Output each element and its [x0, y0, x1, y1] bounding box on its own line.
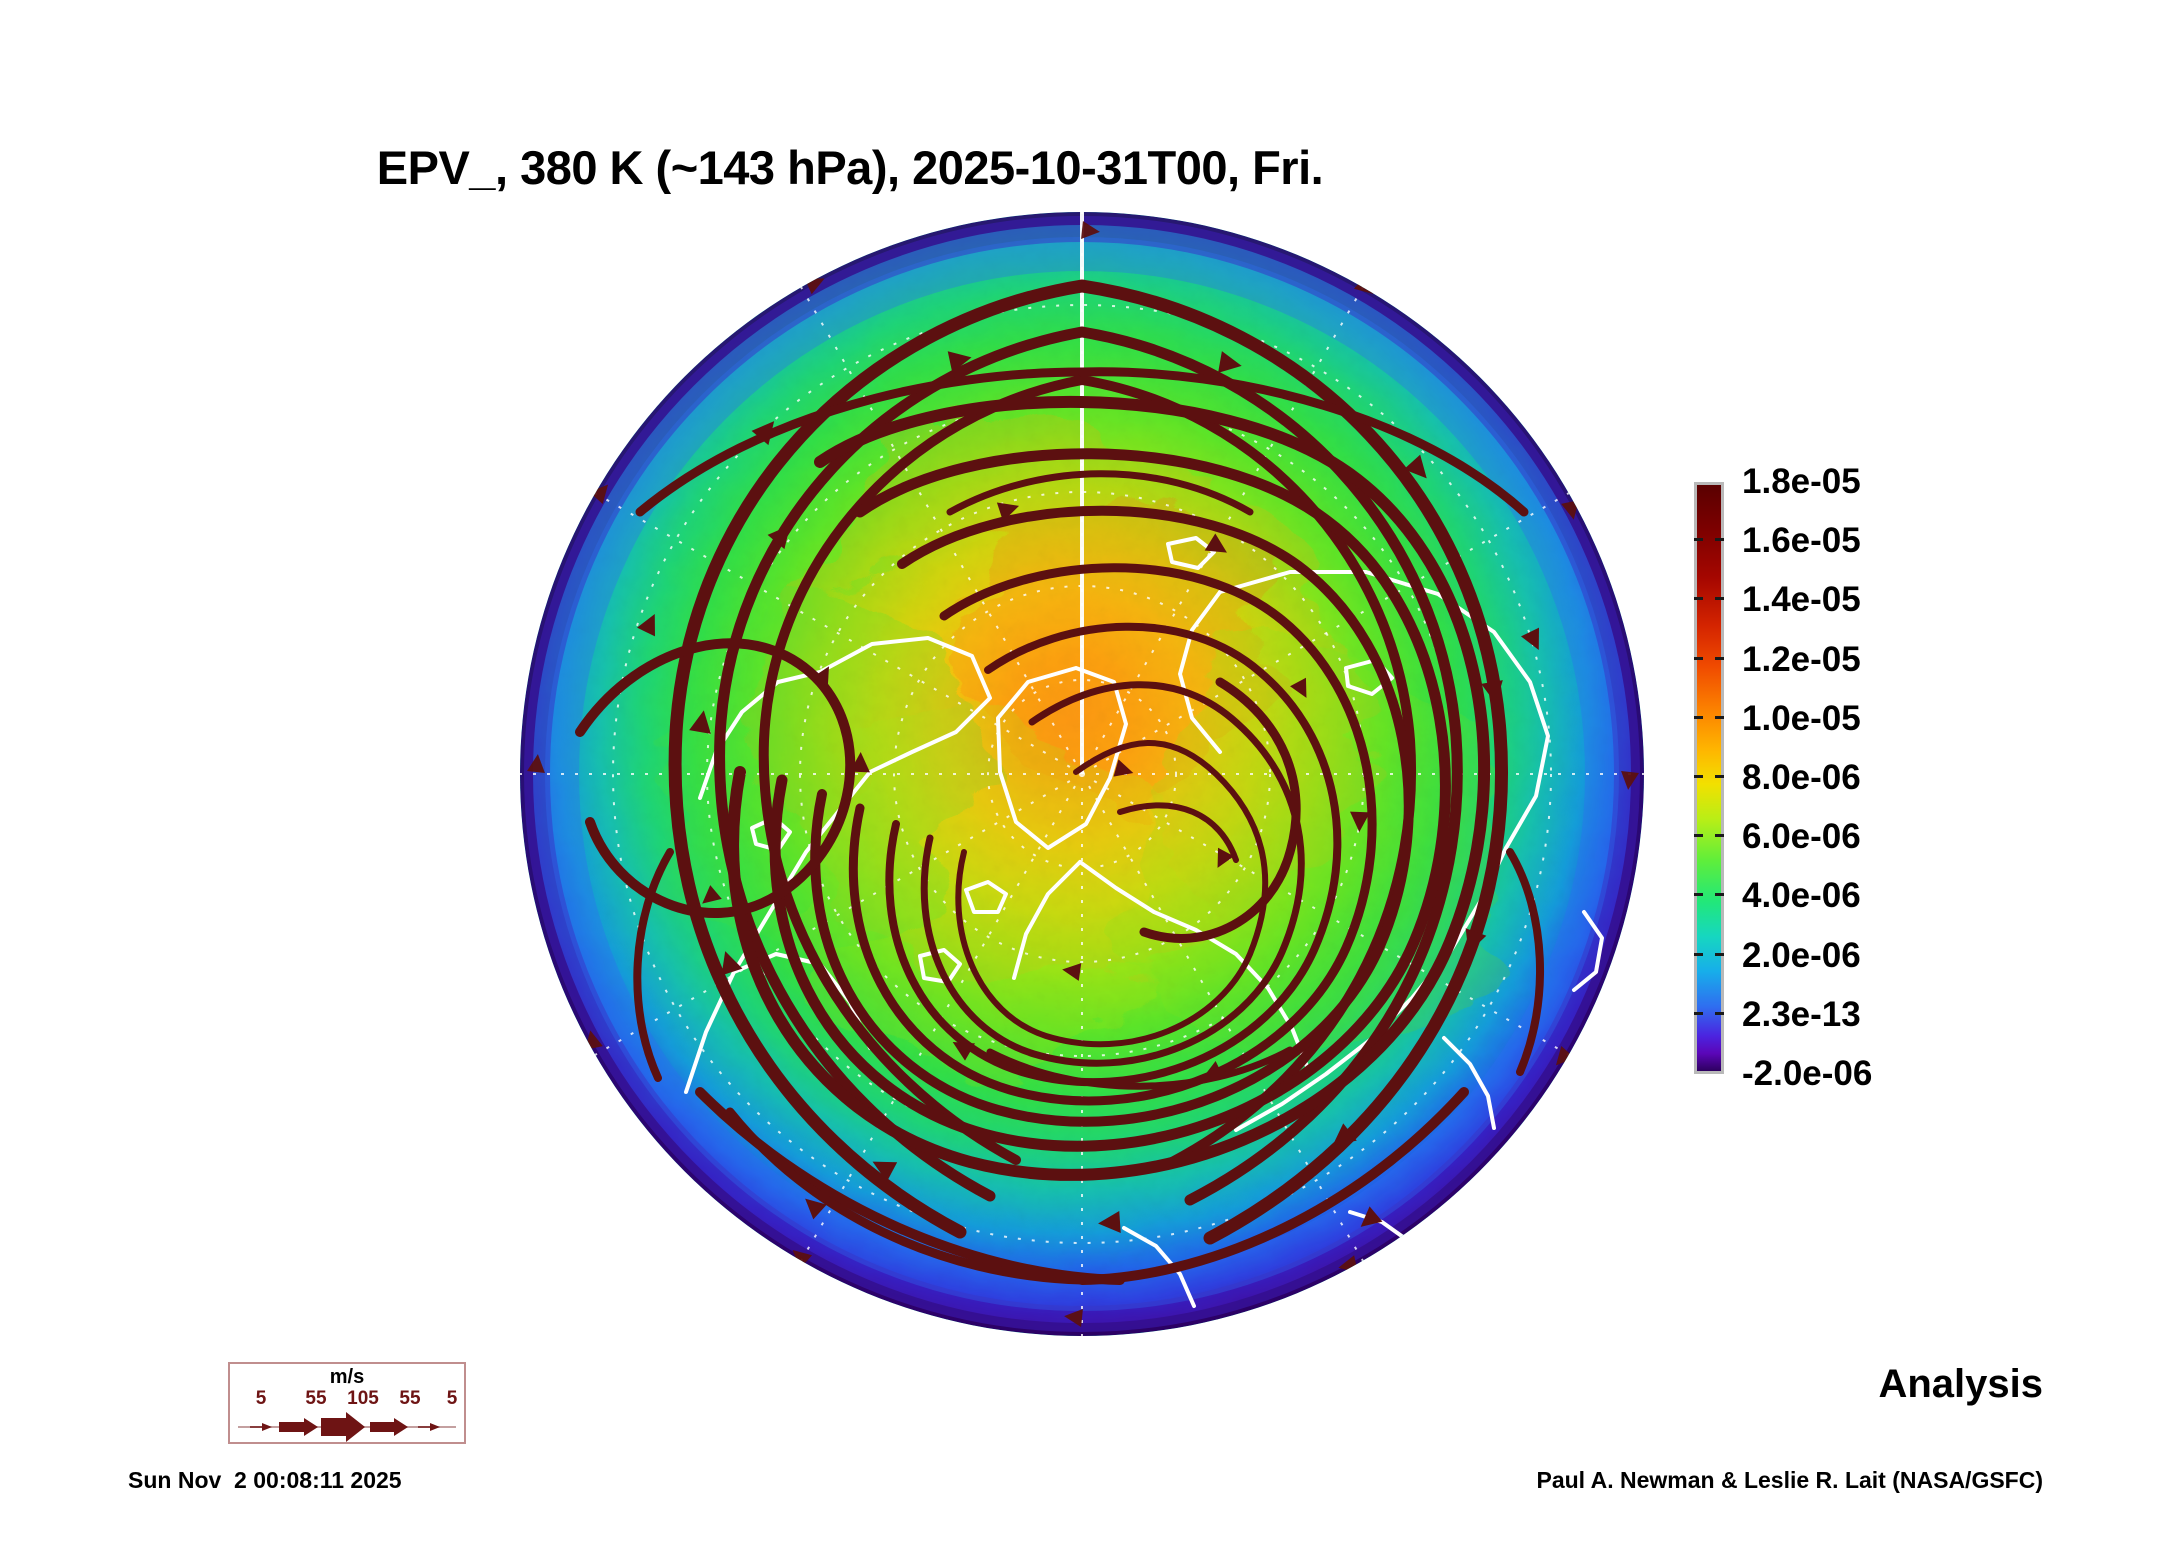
- wind-streamlines: [575, 279, 1545, 1285]
- colorbar-tick-label: 1.6e-05: [1742, 521, 1861, 561]
- wind-legend-tick-label: 5: [446, 1388, 458, 1409]
- page-title: EPV_, 380 K (~143 hPa), 2025-10-31T00, F…: [376, 141, 1324, 194]
- author-credit: Paul A. Newman & Leslie R. Lait (NASA/GS…: [1536, 1467, 2043, 1493]
- wind-legend-tick-label: 5: [255, 1388, 267, 1409]
- wind-legend-tick-label: 55: [399, 1388, 421, 1409]
- colorbar-tick-label: -2.0e-06: [1742, 1054, 1873, 1093]
- generation-timestamp: Sun Nov 2 00:08:11 2025: [128, 1467, 402, 1493]
- colorbar-tick-label: 2.0e-06: [1742, 935, 1861, 975]
- wind-legend-tick-label: 105: [347, 1388, 379, 1409]
- wind-arrow-icon: [238, 1412, 456, 1442]
- wind-speed-legend: m/s 5 55 105 55 5: [228, 1362, 466, 1444]
- globe-disc: [520, 212, 1644, 1336]
- colorbar-tick-label: 1.2e-05: [1742, 639, 1861, 679]
- polar-map[interactable]: [520, 212, 1644, 1336]
- colorbar-tick-label: 6.0e-06: [1742, 817, 1861, 857]
- colorbar-tick-label: 1.4e-05: [1742, 580, 1861, 620]
- colorbar-tick-label: 1.8e-05: [1742, 462, 1861, 501]
- colorbar-tick-label: 8.0e-06: [1742, 758, 1861, 797]
- colorbar-tick-label: 4.0e-06: [1742, 876, 1861, 916]
- analysis-label: Analysis: [1878, 1362, 2043, 1406]
- epv-field-svg: [520, 212, 1644, 1336]
- wind-legend-tick-label: 55: [305, 1388, 327, 1409]
- wind-legend-unit-label: m/s: [329, 1366, 365, 1388]
- streamline-arrowheads: [637, 351, 1539, 1233]
- colorbar-gradient: [1694, 482, 1724, 1074]
- colorbar-tick-label: 2.3e-13: [1742, 994, 1861, 1034]
- colorbar-tick-label: 1.0e-05: [1742, 698, 1861, 738]
